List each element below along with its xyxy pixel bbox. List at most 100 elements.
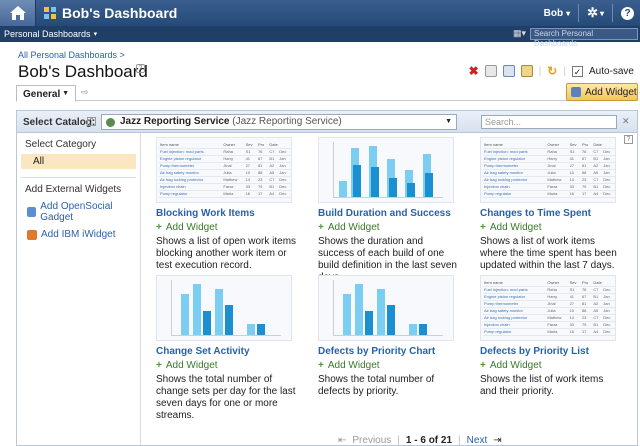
thumbnail-cell: 81 [580, 300, 593, 308]
autosave-label: Auto-save [588, 65, 634, 77]
home-icon [9, 6, 26, 20]
widget-grid: ? Item name Owner Sev Pro Date Fuel injection… [142, 133, 637, 446]
chevron-down-icon[interactable]: ▼ [445, 118, 452, 125]
widget-thumbnail[interactable]: Item name Owner Sev Pro Date Fuel injection: … [156, 137, 292, 203]
previous-button[interactable]: Previous [352, 435, 392, 446]
help-icon[interactable]: ? [624, 135, 633, 144]
breadcrumb[interactable]: All Personal Dashboards > [18, 50, 125, 60]
add-label: Add Widget [489, 222, 542, 233]
plus-icon: + [156, 360, 162, 371]
close-icon[interactable]: ✕ [622, 116, 630, 126]
thumbnail-cell: Fuel injection: mod parts [483, 286, 547, 294]
tab-general[interactable]: General ▼ [16, 85, 76, 102]
widget-card: Item name Owner Sev Pro Date Fuel injection: … [480, 137, 626, 272]
first-page-icon[interactable]: ⇤ [338, 435, 347, 446]
thumbnail-cell: C7 [592, 314, 603, 322]
add-tab-icon[interactable]: ⇨ [81, 87, 89, 97]
thumbnail-cell: C7 [592, 286, 603, 294]
chevron-down-icon[interactable]: ▾ [599, 8, 604, 18]
personal-dashboards-menu[interactable]: Personal Dashboards [4, 29, 91, 39]
thumbnail-cell: C7 [592, 176, 603, 184]
widget-card: Defects by Priority Chart + Add Widget Sh… [318, 275, 464, 398]
autosave-checkbox[interactable]: ✓ [571, 65, 583, 77]
thumbnail-bar [193, 284, 201, 335]
top-banner: Bob's Dashboard Bob ▾ ✲ ▾ ? [0, 0, 640, 26]
dashboard-switch-icon[interactable]: ▦▾ [512, 28, 526, 38]
catalog-search-input[interactable]: Search... [481, 115, 617, 129]
thumbnail-cell: 33 [568, 183, 581, 191]
widget-thumbnail[interactable] [318, 137, 454, 203]
thumbnail-cell: 14 [568, 314, 581, 322]
thumbnail-header-cell: Owner [546, 141, 569, 149]
thumbnail-cell: 67 [256, 155, 269, 163]
add-opensocial-gadget-link[interactable]: Add OpenSocial Gadget [27, 201, 140, 223]
add-widget-link[interactable]: + Add Widget [156, 222, 302, 233]
thumbnail-bar [203, 311, 211, 335]
catalog-select[interactable]: Jazz Reporting Service (Jazz Reporting S… [101, 114, 457, 130]
thumbnail-cell: 79 [580, 183, 593, 191]
help-icon[interactable]: ? [136, 64, 145, 73]
history-icon[interactable] [502, 65, 515, 77]
add-widget-link[interactable]: + Add Widget [318, 222, 464, 233]
thumbnail-cell: Injection chain [159, 183, 223, 191]
thumbnail-cell: 79 [256, 183, 269, 191]
widget-thumbnail[interactable]: Item name Owner Sev Pro Date Fuel injection: … [480, 275, 616, 341]
thumbnail-cell: Engine piston regulator [483, 155, 547, 163]
thumbnail-header-cell: Date [592, 141, 615, 149]
thumbnail-cell: 14 [244, 176, 257, 184]
add-widget-button[interactable]: Add Widget [566, 83, 638, 101]
share-icon[interactable] [520, 65, 533, 77]
widget-thumbnail[interactable] [318, 275, 454, 341]
add-widget-link[interactable]: + Add Widget [480, 222, 626, 233]
thumbnail-cell: 88 [580, 307, 593, 315]
thumbnail-cell: Dec [278, 190, 291, 198]
chevron-down-icon[interactable]: ▾ [93, 31, 98, 38]
thumbnail-bar [215, 289, 223, 335]
add-ibm-iwidget-link[interactable]: Add IBM iWidget [27, 229, 140, 240]
search-input[interactable]: Search Personal Dashboards [530, 28, 638, 48]
gear-icon[interactable]: ✲ [587, 5, 598, 20]
thumbnail-cell: S1 [568, 286, 581, 294]
thumbnail-header-cell: Item name [483, 279, 547, 287]
thumbnail-cell: 76 [256, 148, 269, 156]
thumbnail-cell: S1 [244, 148, 257, 156]
category-item-all[interactable]: All [21, 154, 136, 169]
next-button[interactable]: Next [466, 435, 488, 446]
dashboard-actions: ✖ | ↻ | ✓ Auto-save [469, 64, 634, 78]
add-widget-link[interactable]: + Add Widget [480, 360, 626, 371]
help-icon[interactable]: ? [87, 117, 96, 126]
thumbnail-cell: Dec [602, 321, 615, 329]
widget-title[interactable]: Changes to Time Spent [480, 208, 591, 219]
widget-title[interactable]: Defects by Priority List [480, 346, 589, 357]
widget-thumbnail[interactable] [156, 275, 292, 341]
widget-title[interactable]: Change Set Activity [156, 346, 250, 357]
chevron-down-icon[interactable]: ▼ [62, 90, 69, 97]
thumbnail-header-cell: Date [268, 141, 291, 149]
add-widget-link[interactable]: + Add Widget [318, 360, 464, 371]
thumbnail-cell: Air bag locking protector [159, 176, 223, 184]
user-menu[interactable]: Bob [543, 7, 564, 19]
home-button[interactable] [0, 0, 36, 26]
widget-title[interactable]: Blocking Work Items [156, 208, 255, 219]
thumbnail-cell: Raha [546, 286, 569, 294]
widget-description: Shows a list of open work items blocking… [156, 236, 297, 271]
thumbnail-bar [355, 284, 363, 335]
delete-icon[interactable]: ✖ [468, 64, 479, 78]
thumbnail-table: Item name Owner Sev Pro Date Fuel injection: … [483, 141, 615, 198]
plus-icon: + [318, 222, 324, 233]
chevron-down-icon[interactable]: ▾ [566, 8, 571, 18]
widget-thumbnail[interactable]: Item name Owner Sev Pro Date Fuel injection: … [480, 137, 616, 203]
widget-title[interactable]: Defects by Priority Chart [318, 346, 436, 357]
copy-icon[interactable] [484, 65, 497, 77]
widget-title[interactable]: Build Duration and Success [318, 208, 451, 219]
thumbnail-cell: Harry [546, 293, 569, 301]
thumbnail-bar [225, 305, 233, 335]
thumbnail-bar [247, 324, 255, 335]
refresh-icon[interactable]: ↻ [547, 64, 558, 78]
add-widget-link[interactable]: + Add Widget [156, 360, 302, 371]
thumbnail-header-cell: Sev [568, 141, 581, 149]
last-page-icon[interactable]: ⇥ [493, 435, 502, 446]
thumbnail-cell: Dec [278, 148, 291, 156]
help-icon[interactable]: ? [621, 6, 634, 20]
thumbnail-bar [409, 324, 417, 335]
